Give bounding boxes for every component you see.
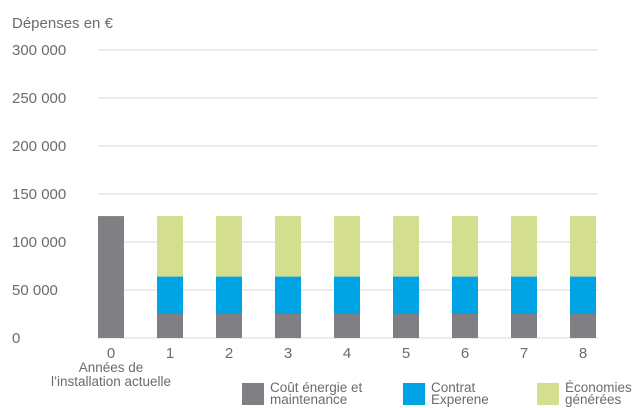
bar-segment	[275, 276, 301, 314]
y-tick-label: 300 000	[12, 42, 66, 59]
bar-segment	[157, 276, 183, 314]
x-axis-note: Années de	[79, 360, 144, 375]
y-axis-label: Dépenses en €	[12, 15, 114, 32]
bar-segment	[98, 216, 124, 338]
bar-segment	[452, 276, 478, 314]
y-tick-label: 150 000	[12, 186, 66, 203]
x-tick-label: 0	[107, 345, 115, 362]
x-axis-note: l’installation actuelle	[51, 374, 171, 389]
bar-segment	[570, 314, 596, 338]
bar-segment	[570, 216, 596, 277]
bar-segment	[393, 314, 419, 338]
legend-label: Coût énergie et	[270, 380, 363, 395]
x-tick-label: 3	[284, 345, 292, 362]
x-tick-label: 8	[579, 345, 587, 362]
legend-swatch	[242, 383, 264, 405]
y-tick-label: 50 000	[12, 282, 58, 299]
bar-segment	[334, 276, 360, 314]
y-tick-label: 100 000	[12, 234, 66, 251]
bar-segment	[275, 216, 301, 277]
bar-segment	[157, 314, 183, 338]
x-tick-label: 6	[461, 345, 469, 362]
x-tick-label: 2	[225, 345, 233, 362]
bar-segment	[570, 276, 596, 314]
bar-segment	[334, 314, 360, 338]
bar-segment	[393, 216, 419, 277]
x-tick-label: 1	[166, 345, 174, 362]
y-tick-label: 250 000	[12, 90, 66, 107]
y-tick-label: 200 000	[12, 138, 66, 155]
bar-segment	[393, 276, 419, 314]
legend-label: Experene	[431, 392, 489, 407]
x-tick-labels: 0 1 2 3 4 5 6 7 8 Années del’installation actuell…	[51, 345, 587, 389]
bar-segment	[216, 314, 242, 338]
bar-segment	[511, 216, 537, 277]
bar-segment	[216, 216, 242, 277]
bar-segment	[275, 314, 301, 338]
bar-segment	[157, 216, 183, 277]
legend-label: Contrat	[431, 380, 476, 395]
bar-segment	[334, 216, 360, 277]
legend-label: Économies	[565, 380, 632, 395]
legend-label: générées	[565, 392, 622, 407]
y-tick-labels: 0 50 000 100 000 150 000 200 000 250 000 300 0…	[12, 42, 66, 347]
bar-segment	[452, 216, 478, 277]
x-tick-label: 7	[520, 345, 528, 362]
bars	[98, 216, 596, 338]
y-tick-label: 0	[12, 330, 20, 347]
bar-segment	[452, 314, 478, 338]
legend-swatch	[537, 383, 559, 405]
bar-segment	[511, 314, 537, 338]
bar-segment	[216, 276, 242, 314]
x-tick-label: 4	[343, 345, 351, 362]
x-tick-label: 5	[402, 345, 410, 362]
legend-swatch	[403, 383, 425, 405]
bar-segment	[511, 276, 537, 314]
legend-label: maintenance	[270, 392, 347, 407]
